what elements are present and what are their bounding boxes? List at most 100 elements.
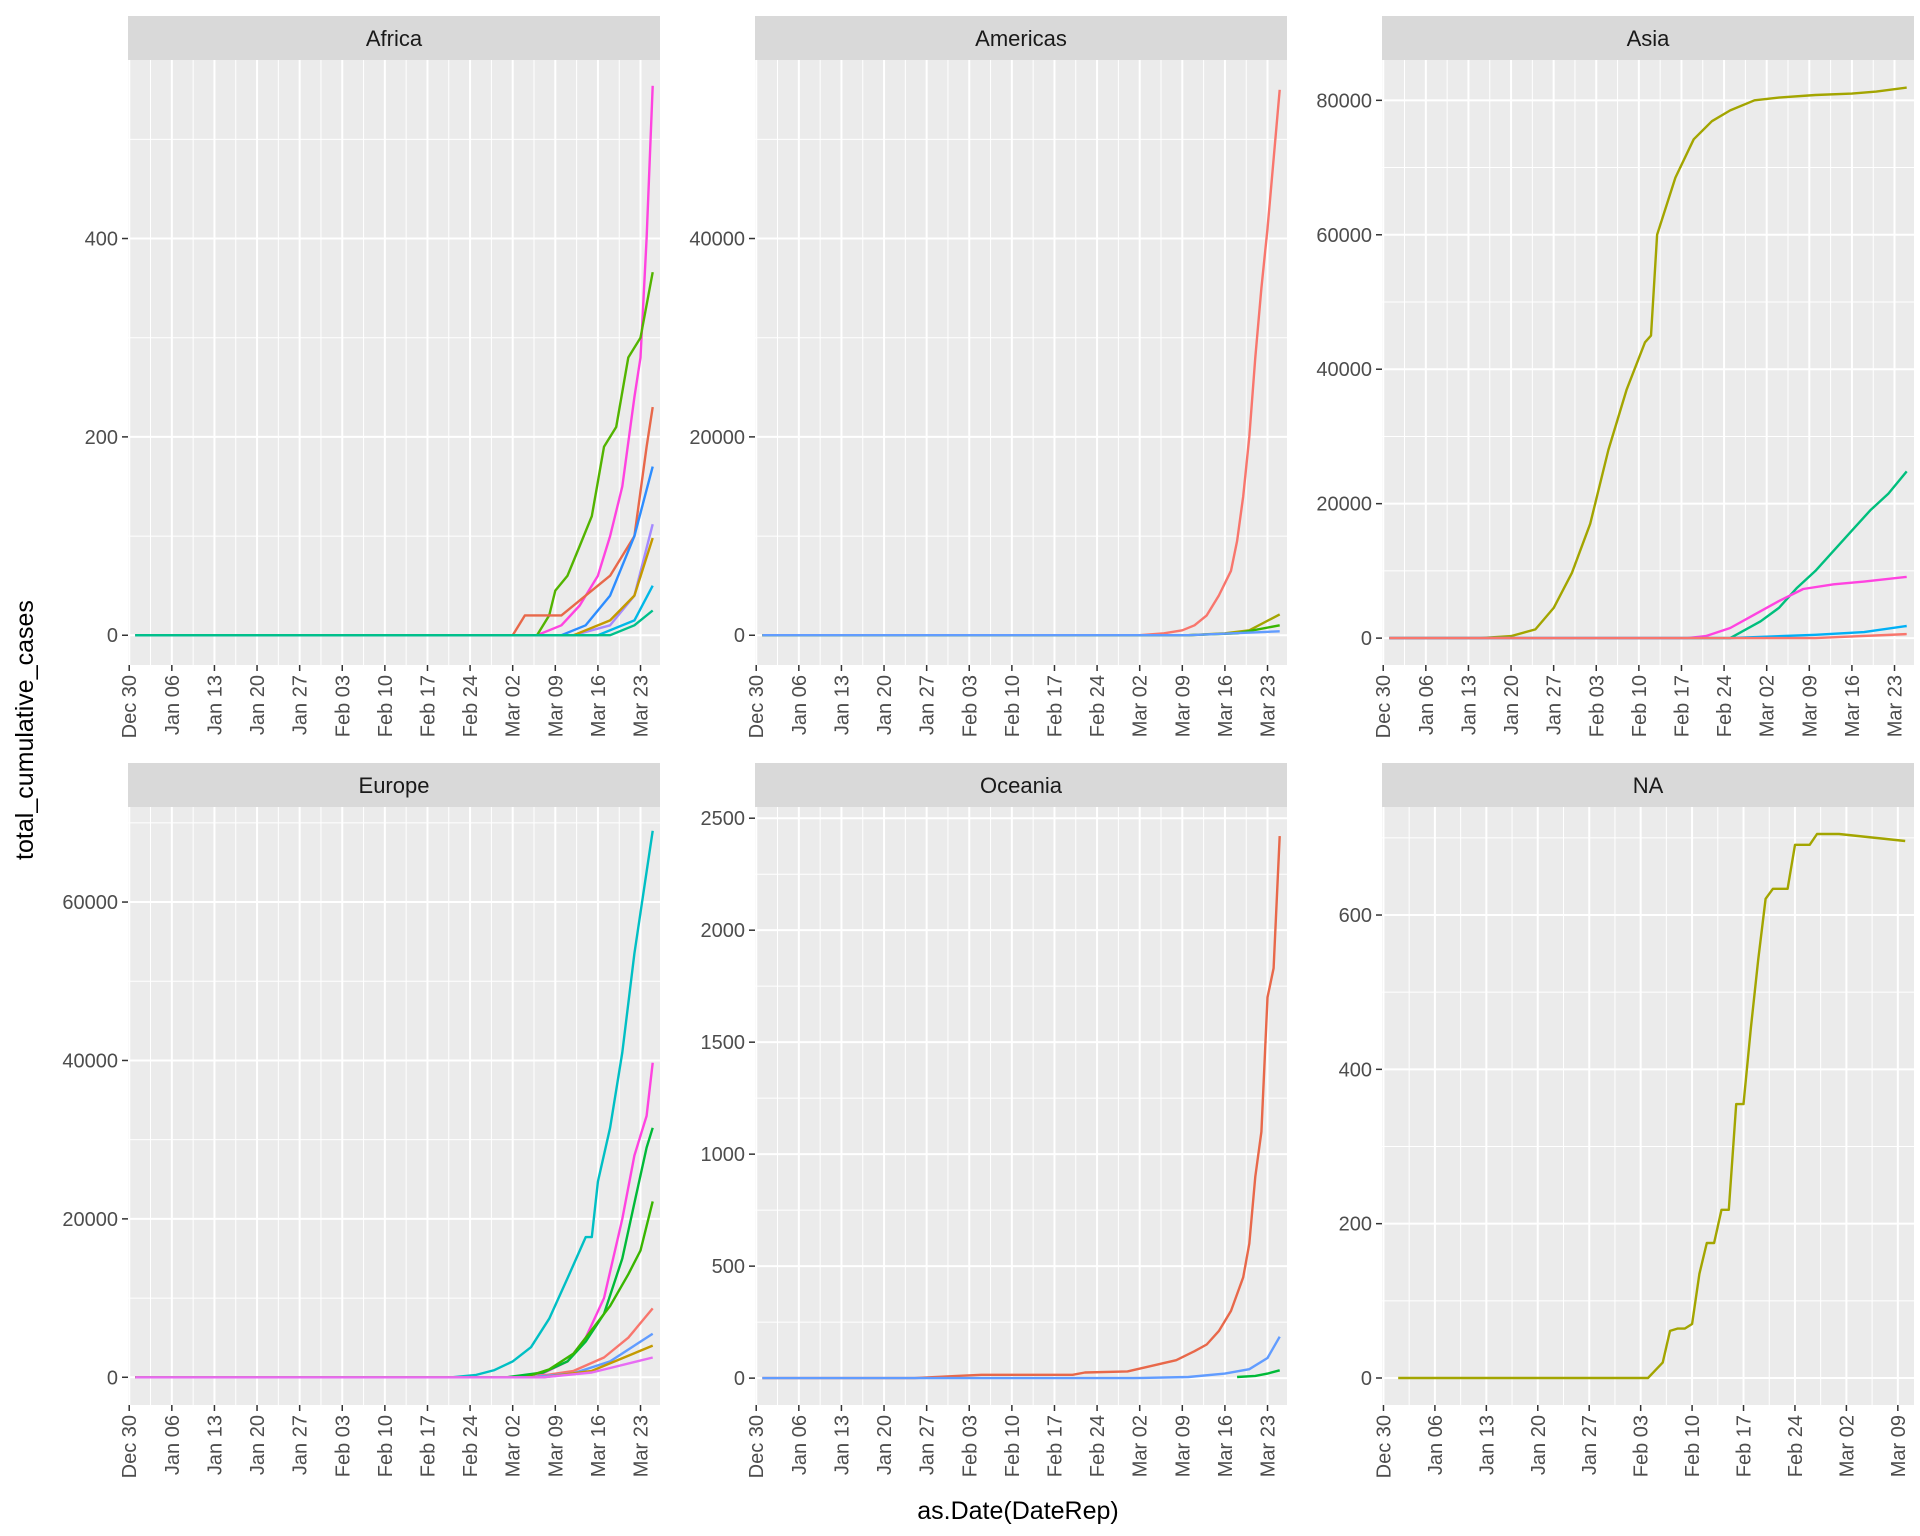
y-tick-label: 600 <box>1339 905 1372 927</box>
facet-panel: NA 0 200 400 600 Dec 30 Jan 06 Jan 13 Jan 20 Jan … <box>1339 763 1914 1478</box>
x-tick-label: Mar 23 <box>1258 675 1280 737</box>
facet-panel: Oceania 0 500 1000 1500 2000 2500 Dec 30 Jan 06 J… <box>701 763 1287 1478</box>
y-tick-label: 0 <box>107 625 118 647</box>
x-tick-label: Feb 17 <box>1045 1415 1067 1477</box>
x-tick-label: Mar 02 <box>1130 675 1152 737</box>
x-tick-label: Jan 27 <box>917 675 939 735</box>
gridlines <box>755 807 1287 1405</box>
series-lines <box>1398 832 1906 1380</box>
x-tick-label: Jan 13 <box>204 675 226 735</box>
series-lines <box>135 85 654 637</box>
facet-panel: Europe 0 20000 40000 60000 Dec 30 Jan 06 Jan 13… <box>62 763 660 1478</box>
facet-title: Africa <box>366 26 423 51</box>
y-tick-label: 1500 <box>701 1032 746 1054</box>
x-tick-label: Feb 24 <box>460 675 482 737</box>
facet-panel: Americas 0 20000 40000 Dec 30 Jan 06 Jan 13 Jan… <box>689 16 1287 738</box>
series-line <box>135 1356 653 1379</box>
facet-strip <box>1382 16 1914 60</box>
x-tick-label: Jan 13 <box>1458 675 1480 735</box>
x-tick-label: Feb 24 <box>1087 675 1109 737</box>
x-tick-label: Feb 17 <box>418 675 440 737</box>
series-line <box>1389 632 1907 640</box>
y-tick-label: 20000 <box>689 427 745 449</box>
x-tick-label: Jan 20 <box>1528 1415 1550 1475</box>
x-tick-label: Mar 23 <box>1885 675 1907 737</box>
y-tick-label: 200 <box>85 427 118 449</box>
facet-title: Asia <box>1627 26 1671 51</box>
y-tick-label: 20000 <box>1316 494 1372 516</box>
x-tick-label: Mar 09 <box>1888 1415 1910 1477</box>
plot-area <box>755 60 1287 665</box>
x-tick-label: Mar 16 <box>588 1415 610 1477</box>
x-tick-label: Mar 16 <box>588 675 610 737</box>
x-tick-label: Jan 27 <box>917 1415 939 1475</box>
facet-title: Europe <box>359 773 430 798</box>
x-tick-label: Mar 02 <box>1130 1415 1152 1477</box>
plot-area <box>1382 807 1914 1405</box>
x-tick-label: Feb 17 <box>1734 1415 1756 1477</box>
x-tick-label: Feb 24 <box>460 1415 482 1477</box>
x-tick-label: Dec 30 <box>119 1415 141 1478</box>
y-tick-label: 0 <box>1361 1368 1372 1390</box>
facet-strip <box>755 763 1287 807</box>
series-lines <box>762 89 1281 637</box>
x-tick-label: Jan 13 <box>831 675 853 735</box>
y-tick-label: 400 <box>1339 1059 1372 1081</box>
x-tick-label: Mar 02 <box>1836 1415 1858 1477</box>
facet-strip <box>128 763 660 807</box>
y-tick-label: 500 <box>712 1256 745 1278</box>
gridlines <box>755 60 1287 665</box>
x-tick-label: Jan 13 <box>204 1415 226 1475</box>
y-tick-label: 40000 <box>1316 359 1372 381</box>
x-tick-label: Jan 27 <box>290 1415 312 1475</box>
x-axis-title: as.Date(DateRep) <box>917 1497 1118 1525</box>
x-tick-label: Jan 20 <box>247 675 269 735</box>
x-tick-label: Feb 03 <box>959 1415 981 1477</box>
x-tick-label: Mar 09 <box>545 675 567 737</box>
facet-strip <box>1382 763 1914 807</box>
series-line <box>762 1336 1281 1380</box>
x-tick-label: Mar 23 <box>631 1415 653 1477</box>
x-tick-label: Feb 10 <box>375 675 397 737</box>
plot-area <box>128 60 660 665</box>
x-tick-label: Mar 16 <box>1215 675 1237 737</box>
x-tick-label: Dec 30 <box>1374 1415 1396 1478</box>
series-lines <box>762 836 1281 1380</box>
facet-panel: Africa 0 200 400 Dec 30 Jan 06 Jan 13 Jan 20 Jan… <box>85 16 660 738</box>
x-tick-label: Dec 30 <box>119 675 141 738</box>
facet-title: Americas <box>975 26 1067 51</box>
x-tick-label: Dec 30 <box>746 675 768 738</box>
series-line <box>762 89 1281 637</box>
x-tick-label: Jan 20 <box>1501 675 1523 735</box>
series-lines <box>135 830 654 1379</box>
x-tick-label: Jan 27 <box>1579 1415 1601 1475</box>
x-tick-label: Jan 06 <box>162 675 184 735</box>
y-tick-label: 60000 <box>1316 225 1372 247</box>
x-tick-label: Feb 24 <box>1714 675 1736 737</box>
series-line <box>1237 1369 1281 1379</box>
x-tick-label: Feb 03 <box>332 675 354 737</box>
x-tick-label: Feb 03 <box>959 675 981 737</box>
facet-panels: Africa 0 200 400 Dec 30 Jan 06 Jan 13 Jan 20 Jan… <box>62 16 1914 1478</box>
x-tick-label: Feb 03 <box>332 1415 354 1477</box>
x-tick-label: Jan 06 <box>1416 675 1438 735</box>
series-line <box>1389 470 1908 640</box>
y-tick-label: 80000 <box>1316 90 1372 112</box>
x-tick-label: Feb 17 <box>1672 675 1694 737</box>
series-line <box>135 406 654 637</box>
x-tick-label: Jan 06 <box>789 675 811 735</box>
y-tick-label: 1000 <box>701 1144 746 1166</box>
x-tick-label: Jan 13 <box>1476 1415 1498 1475</box>
plot-area <box>128 807 660 1405</box>
x-tick-label: Feb 10 <box>1002 1415 1024 1477</box>
series-line <box>135 609 654 637</box>
series-line <box>135 1201 654 1379</box>
x-tick-label: Mar 09 <box>1799 675 1821 737</box>
x-tick-label: Feb 24 <box>1087 1415 1109 1477</box>
series-line <box>1389 86 1907 640</box>
facet-title: Oceania <box>980 773 1063 798</box>
x-tick-label: Mar 09 <box>1172 675 1194 737</box>
x-tick-label: Jan 06 <box>162 1415 184 1475</box>
facet-panel: Asia 0 20000 40000 60000 80000 Dec 30 Jan 06 Jan… <box>1316 16 1914 738</box>
